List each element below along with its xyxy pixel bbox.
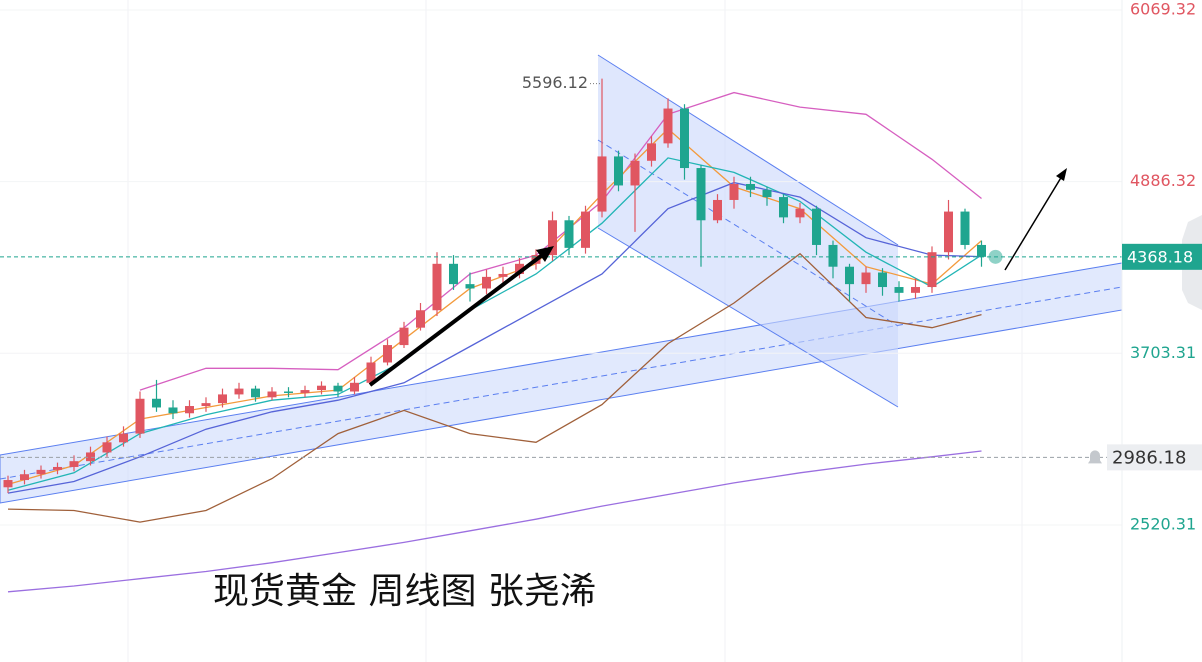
- candle-body: [201, 403, 211, 407]
- candle-body: [185, 406, 194, 414]
- channel-fill: [0, 262, 1123, 504]
- candle-body: [498, 273, 508, 277]
- candle-body: [53, 466, 62, 470]
- candle-body: [927, 252, 937, 288]
- candle-body: [597, 156, 607, 212]
- candle-body: [680, 108, 689, 169]
- candle-body: [317, 385, 326, 391]
- candle-body: [812, 208, 821, 245]
- candle-body: [86, 452, 95, 462]
- y-tick-label: 6069.32: [1130, 0, 1196, 18]
- candle-body: [911, 287, 920, 293]
- candle-body: [284, 391, 293, 393]
- indicator-line: [7, 252, 982, 523]
- channel-mid: [597, 139, 899, 327]
- candle-body: [977, 244, 986, 257]
- rising-channel: [0, 262, 1123, 504]
- plot: [0, 9, 1122, 593]
- candle-body: [663, 108, 673, 144]
- candle-body: [762, 189, 772, 198]
- candle-body: [350, 382, 359, 392]
- channel-fill: [598, 55, 898, 407]
- candle-body: [366, 362, 376, 383]
- candle-body: [218, 394, 227, 404]
- candle-body: [960, 211, 970, 245]
- candle-body: [894, 287, 904, 293]
- arrow: [1004, 175, 1063, 271]
- candle-body: [713, 199, 722, 221]
- last-dot: [988, 249, 1003, 264]
- candle-body: [119, 433, 128, 443]
- candle-body: [333, 385, 343, 392]
- candle-body: [647, 143, 656, 161]
- candle-body: [234, 388, 244, 395]
- high-label: 5596.12: [522, 73, 588, 92]
- candle-body: [20, 474, 29, 481]
- falling-channel: [597, 54, 899, 408]
- indicator-line: [7, 450, 982, 593]
- candle-body: [614, 156, 623, 186]
- candle-body: [3, 480, 13, 488]
- candle-body: [416, 310, 425, 328]
- price-tag: [1122, 243, 1202, 270]
- candle-body: [630, 160, 640, 186]
- y-tick-label: 2520.31: [1130, 514, 1196, 533]
- candle-body: [861, 272, 871, 285]
- candle-body: [482, 276, 491, 289]
- candle-body: [383, 345, 392, 363]
- price-tag-label: 2986.18: [1112, 447, 1186, 468]
- candle-body: [300, 390, 310, 393]
- price-tag-label: 4368.18: [1127, 247, 1193, 266]
- candle-body: [135, 398, 145, 434]
- candle-body: [465, 284, 475, 289]
- candle-body: [515, 263, 524, 274]
- candle-body: [581, 211, 590, 248]
- channel-line: [597, 227, 899, 408]
- arrows: [368, 168, 1067, 387]
- candle-body: [696, 168, 706, 221]
- arrow-head: [536, 246, 554, 262]
- candle-body: [267, 391, 277, 398]
- candle-body: [36, 469, 46, 475]
- bell-icon: [1088, 450, 1102, 464]
- candle-body: [746, 184, 755, 190]
- candle-body: [564, 220, 574, 248]
- candle-body: [432, 263, 442, 311]
- candle-body: [251, 388, 260, 398]
- indicator-line: [7, 181, 982, 494]
- candle-body: [548, 220, 557, 256]
- chart-title: 现货黄金 周线图 张尧浠: [213, 571, 596, 612]
- candle-body: [845, 266, 854, 285]
- y-tick-label: 4886.32: [1130, 171, 1196, 190]
- price-tag: [1107, 444, 1202, 471]
- candle-body: [795, 208, 805, 218]
- candle-body: [168, 407, 178, 414]
- indicator-line: [7, 157, 982, 491]
- candle-body: [152, 398, 161, 408]
- candle-body: [69, 461, 79, 467]
- channel-line: [597, 54, 899, 246]
- candle-body: [944, 211, 953, 253]
- candle-body: [779, 197, 788, 218]
- candle-body: [449, 263, 458, 285]
- candle-body: [878, 272, 887, 288]
- candle-body: [828, 244, 838, 267]
- price-axis: [1122, 0, 1202, 662]
- arrow-head: [1056, 168, 1067, 181]
- candle-body: [729, 184, 739, 200]
- candle-body: [102, 442, 112, 453]
- arrow: [368, 251, 547, 387]
- candle-body: [399, 327, 409, 346]
- y-tick-label: 3703.31: [1130, 343, 1196, 362]
